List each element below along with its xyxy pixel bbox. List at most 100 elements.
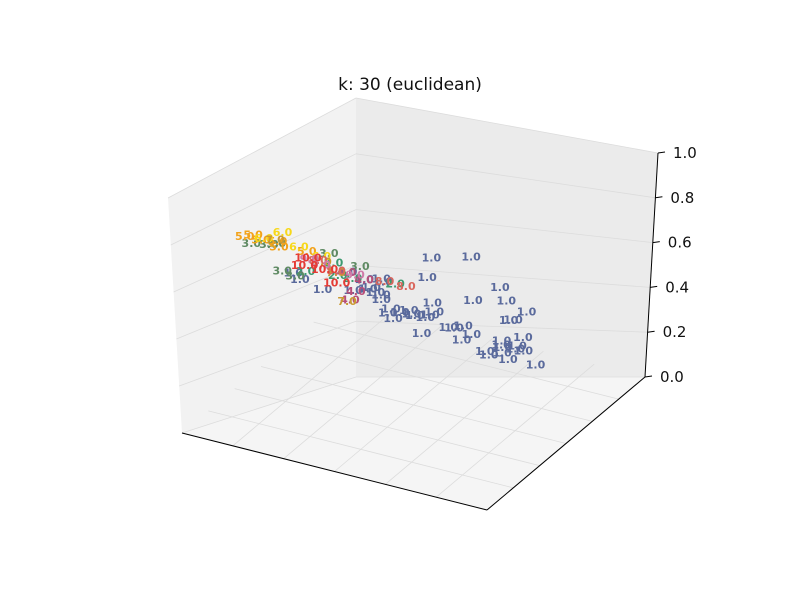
data-point-label: 5.0 [235,230,255,243]
data-point-label: 3.0 [319,247,339,260]
data-points: 1.01.01.01.01.01.01.01.01.01.01.01.01.01… [235,226,546,372]
data-point-label: 3.0 [350,260,370,273]
data-point-label: 2.0 [328,269,348,282]
pane-floor [182,377,645,510]
data-point-label: 4.0 [337,266,357,279]
gridlines [167,97,659,498]
data-point-label: 10.0 [323,276,350,289]
gridline [355,97,659,154]
data-point-label: 1.0 [492,347,512,360]
data-point-label: 1.0 [439,321,459,334]
data-point-label: 10.0 [311,263,338,276]
data-point-label: 1.0 [402,307,422,320]
data-point-label: 1.0 [498,353,518,366]
data-point-label: 1.0 [383,312,403,325]
data-point-label: 1.0 [475,345,495,358]
z-tick-mark [655,196,663,199]
data-point-label: 1.0 [497,295,517,308]
z-tick-label: 0.4 [665,278,689,296]
data-point-label: 1.0 [390,306,410,319]
data-point-label: 1.0 [463,294,483,307]
data-point-label: 5.0 [297,245,317,258]
data-point-label: 7.0 [312,255,332,268]
gridline [355,209,653,243]
data-point-label: 4.0 [354,273,374,286]
data-point-label: 8.0 [375,275,395,288]
z-tick-label: 0.2 [663,323,687,341]
data-point-label: 1.0 [313,283,333,296]
data-point-label: 1.0 [493,341,513,354]
pane-left [168,98,356,433]
data-point-label: 1.0 [405,309,425,322]
data-point-label: 1.0 [517,306,537,319]
data-point-label: 4.0 [346,285,366,298]
data-point-label: 3.0 [259,238,279,251]
data-point-label: 3.0 [272,265,292,278]
data-point-label: 10.0 [294,252,321,265]
data-point-label: 6.0 [289,240,309,253]
gridline [181,376,357,434]
data-point-label: 1.0 [366,286,386,299]
data-point-label: 3.0 [242,237,262,250]
gridline [313,321,619,400]
z-tick-mark [647,330,655,333]
gridline [355,265,651,288]
data-point-label: 5.0 [269,240,289,253]
data-point-label: 1.0 [506,342,526,355]
z-tick-mark [650,285,658,288]
axis-edges [181,152,659,511]
z-tick-mark [644,375,653,378]
data-point-label: 1.0 [417,271,437,284]
data-point-label: 1.0 [513,331,533,344]
data-point-label: 1.0 [499,314,519,327]
gridline [173,209,357,293]
data-point-label: 3.0 [285,269,305,282]
data-point-label: 1.0 [378,306,398,319]
z-tick-label: 0.6 [668,234,692,252]
gridline [176,265,357,340]
data-point-label: 3.0 [267,237,287,250]
data-point-label: 1.0 [491,339,511,352]
data-point-label: 1.0 [373,275,393,288]
data-point-label: 7.0 [337,295,357,308]
data-point-label: 8.0 [396,280,416,293]
data-point-label: 9.0 [300,253,320,266]
data-point-label: 1.0 [452,334,472,347]
pane-back [356,98,658,377]
data-point-label: 2.0 [385,277,405,290]
chart-title: k: 30 (euclidean) [338,75,482,95]
data-point-label: 1.0 [462,328,482,341]
gridline [355,320,648,333]
gridline [179,320,357,387]
data-point-label: 1.0 [343,284,363,297]
data-point-label: 2.0 [296,265,316,278]
data-point-label: 10.0 [291,259,318,272]
data-point-label: 1.0 [371,293,391,306]
data-point-label: 1.0 [490,281,510,294]
data-point-label: 1.0 [371,272,391,285]
data-point-label: 1.0 [492,335,512,348]
data-point-label: 1.0 [422,252,442,265]
data-point-label: 1.0 [503,314,523,327]
data-point-label: 9.0 [345,269,365,282]
data-point-label: 2.0 [343,272,363,285]
data-point-label: 1.0 [361,281,381,294]
data-point-label: 5.0 [268,235,288,248]
z-tick-label: 0.8 [670,189,694,207]
y-axis-line [486,376,646,511]
z-axis-line [644,152,659,378]
data-point-label: 6.0 [312,250,332,263]
z-tick-label: 1.0 [673,144,697,162]
data-point-label: 9.0 [311,258,331,271]
data-point-label: 1.0 [399,304,419,317]
data-point-label: 1.0 [381,302,401,315]
x-axis-line [181,432,488,511]
data-point-label: 1.0 [371,289,391,302]
data-point-label: 1.0 [284,266,304,279]
z-ticks: 0.0 0.2 0.4 0.6 0.8 1.0 [644,144,697,386]
data-point-label: 8.0 [326,265,346,278]
data-point-label: 8.0 [308,254,328,267]
data-point-label: 1.0 [461,251,481,264]
data-point-label: 1.0 [412,327,432,340]
